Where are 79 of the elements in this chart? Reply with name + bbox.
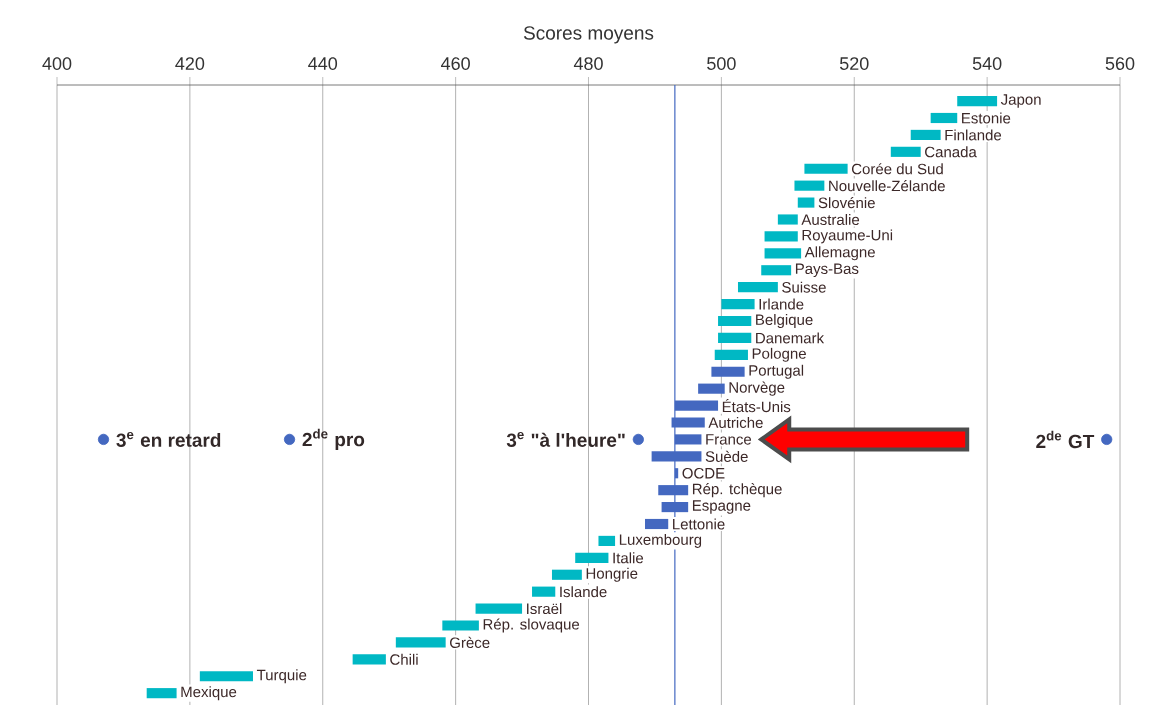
bar [551, 569, 582, 580]
bar [199, 671, 253, 682]
y-tick-label: Autriche [708, 417, 763, 429]
y-tick-label: Suisse [782, 281, 826, 293]
bar [711, 366, 745, 377]
y-tick-label: Norvège [729, 381, 785, 396]
y-tick-label: Canada [925, 146, 977, 158]
x-tick-label: 500 [707, 57, 736, 70]
bar [890, 146, 921, 157]
y-tick-label: Turquie [256, 669, 307, 684]
annotation: 3$^{e}$ "à l'heure" [506, 431, 625, 447]
x-tick-label: 540 [972, 57, 1002, 70]
bar [794, 180, 825, 191]
y-tick-label: Rép. tchèque [692, 483, 782, 498]
y-tick-label: Australie [801, 214, 860, 226]
bar [532, 586, 556, 597]
y-tick-label: Belgique [756, 314, 813, 328]
y-tick-label: Portugal [749, 364, 804, 379]
x-tick-label: 440 [308, 57, 338, 70]
annotation: 3$^{e}$ en retard [116, 431, 221, 447]
y-tick-label: Royaume-Uni [802, 229, 893, 244]
bar [644, 518, 669, 530]
bar [352, 654, 386, 665]
y-tick-label: Espagne [692, 500, 751, 514]
bar [777, 214, 798, 225]
y-tick-label: Lettonie [673, 518, 725, 530]
bar [910, 129, 941, 140]
y-tick-label: Allemagne [804, 246, 875, 261]
y-tick-label: Mexique [181, 686, 237, 701]
y-tick-label: Suède [705, 450, 748, 462]
bar [737, 282, 778, 293]
annotation: 2$^{de}$ pro [302, 428, 365, 451]
x-tick-label: 480 [573, 57, 603, 70]
bar [761, 265, 792, 276]
bar [714, 349, 748, 360]
y-tick-label: Irlande [759, 298, 804, 310]
y-tick-label: Danemark [756, 332, 825, 344]
bar [598, 535, 616, 546]
y-tick-label: Finlande [945, 129, 1002, 141]
y-tick-label: Luxembourg [619, 533, 702, 548]
x-tick-label: 560 [1105, 57, 1135, 70]
bar [575, 552, 609, 563]
x-tick-label: 460 [441, 57, 470, 70]
y-tick-label: Islande [560, 586, 607, 598]
y-tick-label: Italie [613, 552, 644, 564]
y-tick-label: Slovénie [818, 196, 875, 209]
bar [764, 231, 798, 242]
y-tick-label: Rép. slovaque [483, 618, 580, 633]
bar [395, 637, 446, 648]
y-tick-label: Hongrie [586, 567, 638, 582]
y-tick-label: Corée du Sud [851, 163, 943, 175]
y-tick-label: États-Unis [722, 398, 791, 413]
bar [146, 688, 177, 699]
bar [957, 96, 998, 107]
y-tick-label: Israël [527, 603, 562, 615]
bar [718, 315, 752, 327]
x-tick-label: 420 [175, 57, 205, 70]
x-tick-label: 400 [42, 57, 72, 70]
y-tick-label: France [706, 434, 752, 445]
bar [721, 299, 755, 310]
y-tick-label: Estonie [962, 112, 1011, 124]
bar [804, 163, 848, 174]
annotation: 2$^{de}$ GT [1036, 430, 1095, 449]
bar [475, 603, 523, 614]
y-tick-label: Pays-Bas [795, 263, 859, 277]
x-axis-title: Scores moyens [523, 26, 654, 44]
bar [442, 620, 479, 631]
bar [718, 332, 752, 343]
y-tick-label: Chili [390, 653, 418, 665]
y-tick-label: Pologne [752, 347, 806, 362]
y-tick-label: Grèce [450, 636, 490, 649]
bar [698, 383, 725, 394]
y-tick-label: Japon [1000, 94, 1041, 108]
bar [930, 112, 958, 124]
x-tick-label: 520 [839, 57, 869, 70]
bar [764, 248, 802, 259]
y-tick-label: OCDE [682, 467, 725, 479]
y-tick-label: Nouvelle-Zélande [829, 180, 945, 192]
bar [797, 197, 815, 208]
